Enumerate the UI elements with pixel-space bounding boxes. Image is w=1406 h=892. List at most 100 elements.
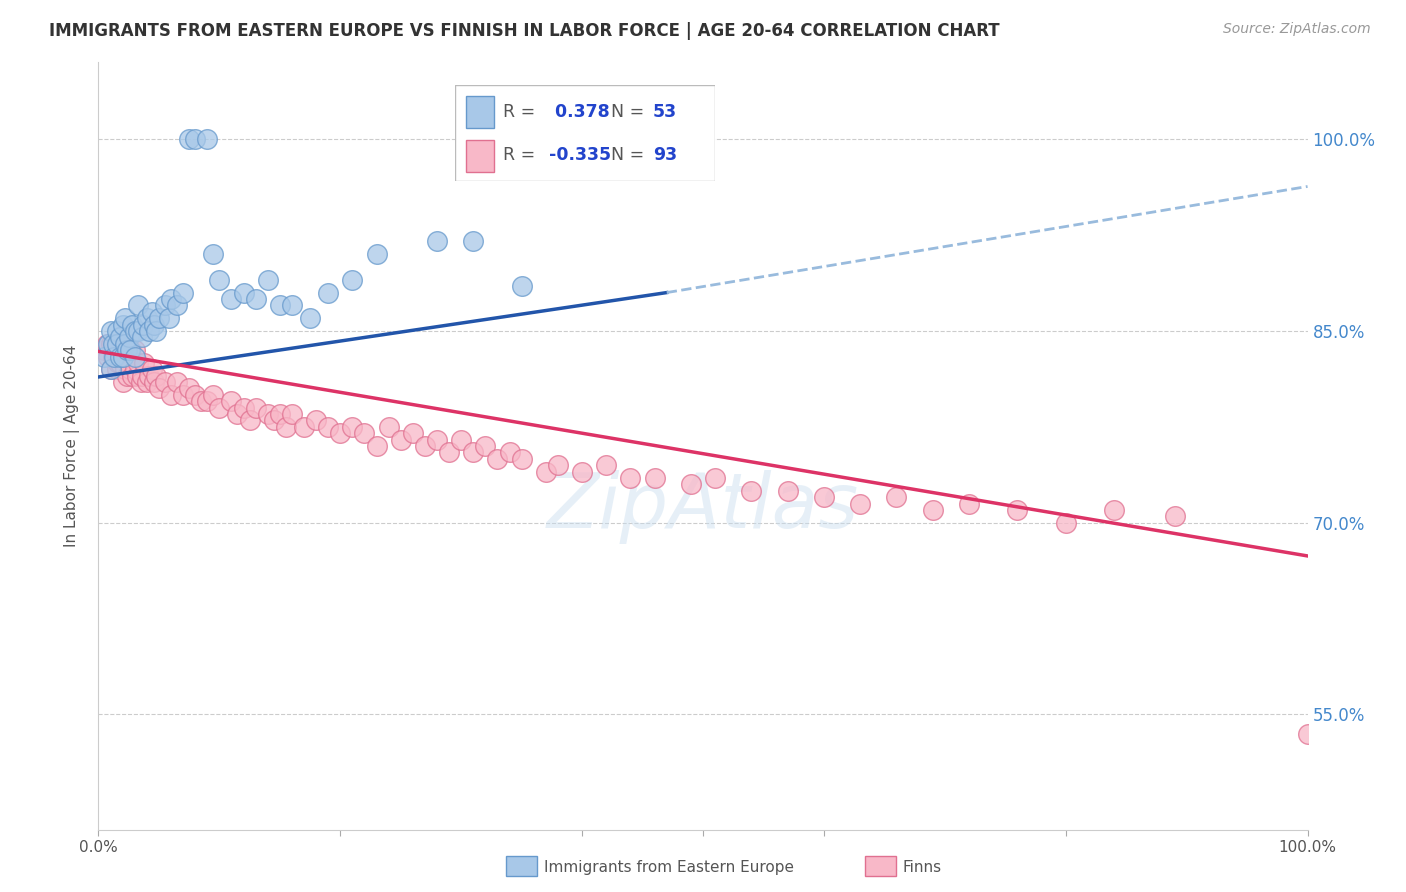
Point — [426, 433, 449, 447]
Point — [305, 413, 328, 427]
Point — [101, 336, 124, 351]
Point — [138, 324, 160, 338]
Point — [100, 362, 122, 376]
Point — [190, 394, 212, 409]
Point — [263, 413, 285, 427]
Point — [127, 298, 149, 312]
Point — [114, 336, 136, 351]
Point — [117, 343, 139, 358]
Point — [131, 330, 153, 344]
Point — [101, 350, 124, 364]
Point — [124, 324, 146, 338]
Point — [143, 318, 166, 332]
Point — [813, 490, 835, 504]
Point — [135, 311, 157, 326]
Point — [353, 426, 375, 441]
Text: Source: ZipAtlas.com: Source: ZipAtlas.com — [1223, 22, 1371, 37]
Point — [226, 407, 249, 421]
Point — [166, 375, 188, 389]
Point — [299, 311, 322, 326]
Point — [145, 324, 167, 338]
Point — [93, 343, 115, 358]
Point — [132, 318, 155, 332]
Point — [108, 356, 131, 370]
Point — [644, 471, 666, 485]
Point — [129, 375, 152, 389]
Point — [138, 368, 160, 383]
Point — [316, 285, 339, 300]
Point — [179, 132, 201, 146]
Point — [103, 350, 125, 364]
Point — [105, 362, 128, 376]
Text: Immigrants from Eastern Europe: Immigrants from Eastern Europe — [544, 860, 794, 874]
Point — [463, 235, 485, 249]
Point — [107, 356, 129, 370]
Point — [232, 401, 254, 415]
Point — [118, 356, 141, 370]
Point — [153, 375, 176, 389]
Point — [111, 343, 134, 358]
Point — [127, 368, 149, 383]
Point — [114, 311, 136, 326]
Point — [704, 471, 727, 485]
Point — [105, 324, 128, 338]
Point — [131, 368, 153, 383]
Point — [221, 394, 243, 409]
Point — [849, 496, 872, 510]
Point — [108, 350, 131, 364]
Point — [202, 388, 225, 402]
Point — [121, 318, 143, 332]
Point — [114, 362, 136, 376]
Point — [121, 368, 143, 383]
Point — [486, 451, 509, 466]
Point — [547, 458, 569, 473]
Point — [281, 407, 304, 421]
Point — [269, 407, 291, 421]
Point — [389, 433, 412, 447]
Point — [239, 413, 262, 427]
Point — [105, 336, 128, 351]
Point — [145, 368, 167, 383]
Point — [342, 273, 364, 287]
Point — [329, 426, 352, 441]
Point — [619, 471, 641, 485]
Point — [679, 477, 702, 491]
Point — [413, 439, 436, 453]
Point — [108, 330, 131, 344]
Point — [124, 343, 146, 358]
Point — [160, 388, 183, 402]
Point — [316, 420, 339, 434]
Point — [281, 298, 304, 312]
Point — [450, 433, 472, 447]
Point — [402, 426, 425, 441]
Point — [1054, 516, 1077, 530]
Point — [208, 273, 231, 287]
Point — [160, 292, 183, 306]
Point — [292, 420, 315, 434]
Point — [134, 356, 156, 370]
Point — [108, 343, 131, 358]
Point — [534, 465, 557, 479]
Point — [148, 382, 170, 396]
Point — [127, 356, 149, 370]
Point — [776, 483, 799, 498]
Point — [256, 273, 278, 287]
Point — [245, 292, 267, 306]
Point — [97, 336, 120, 351]
Point — [117, 368, 139, 383]
Point — [377, 420, 399, 434]
Point — [740, 483, 762, 498]
Point — [921, 503, 943, 517]
Point — [118, 362, 141, 376]
Point — [1163, 509, 1185, 524]
Point — [93, 350, 115, 364]
Point — [510, 279, 533, 293]
Point — [269, 298, 291, 312]
Point — [1007, 503, 1029, 517]
Point — [103, 343, 125, 358]
Point — [111, 375, 134, 389]
Point — [172, 285, 194, 300]
Point — [172, 388, 194, 402]
Point — [208, 401, 231, 415]
Text: ZipAtlas: ZipAtlas — [547, 470, 859, 544]
